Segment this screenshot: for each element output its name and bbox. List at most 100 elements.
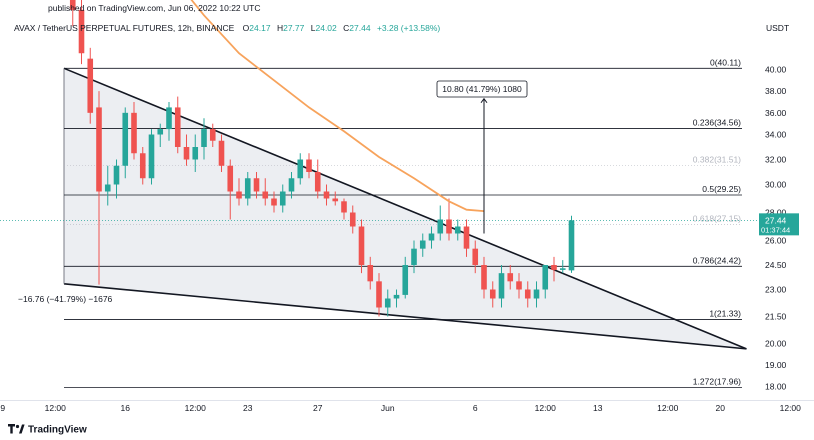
candle-body-8 [131, 112, 137, 154]
candle-body-16 [201, 129, 207, 147]
candle-body-41 [419, 240, 426, 249]
y-tick-2: 36.00 [765, 108, 787, 118]
candle-body-52 [516, 281, 522, 290]
y-tick-7: 26.00 [765, 236, 787, 246]
candle-body-2 [78, 9, 85, 54]
x-tick-2: 16 [121, 403, 131, 413]
ema-layer [190, 0, 485, 212]
candle-body-27 [297, 159, 304, 179]
candle-body-13 [174, 107, 181, 147]
current-price-value: 27.44 [765, 215, 787, 225]
candle-body-6 [113, 165, 120, 185]
fib-label-0: 0(40.11) [710, 57, 741, 67]
candle-body-26 [288, 178, 295, 192]
y-tick-3: 34.00 [765, 130, 787, 140]
fib-label-3: 0.5(29.25) [702, 184, 741, 194]
candle-body-48 [481, 265, 487, 290]
fib-label-7: 1.272(17.96) [693, 376, 741, 386]
y-tick-0: 40.00 [765, 65, 787, 75]
candle-body-34 [358, 226, 365, 265]
candle-body-12 [166, 107, 172, 130]
candle-body-51 [507, 273, 514, 282]
y-tick-9: 23.00 [765, 285, 787, 295]
candle-body-37 [384, 298, 391, 308]
candle-body-54 [533, 289, 540, 299]
candle-body-46 [463, 226, 470, 249]
candle-body-32 [341, 201, 347, 213]
wedge-lower-trendline [63, 282, 747, 350]
candle-body-9 [139, 153, 146, 179]
candle-body-24 [271, 198, 277, 206]
fib-label-4: 0.618(27.15) [693, 213, 741, 223]
candle-body-57 [559, 268, 566, 270]
candle-body-29 [314, 172, 321, 192]
candle-body-21 [244, 178, 251, 199]
candle-body-40 [411, 248, 417, 265]
candle-body-10 [148, 134, 155, 179]
x-tick-12: 12:00 [780, 403, 802, 413]
y-tick-10: 21.50 [765, 312, 787, 322]
time-axis[interactable]: 9 12:00 16 12:00 23 27 Jun 6 12:00 13 12:00 20 12:00 [0, 400, 814, 414]
candle-body-22 [253, 178, 260, 192]
y-tick-12: 19.00 [765, 360, 787, 370]
x-tick-5: 27 [313, 403, 323, 413]
candle-body-38 [393, 294, 400, 299]
price-axis[interactable]: 40.00 38.00 36.00 34.00 32.00 30.00 28.00 26.00… [759, 65, 799, 392]
candle-body-7 [122, 112, 129, 166]
x-tick-9: 13 [593, 403, 603, 413]
x-tick-8: 12:00 [535, 403, 557, 413]
y-tick-1: 38.00 [765, 86, 787, 96]
candle-body-4 [96, 107, 102, 192]
candle-body-49 [489, 289, 496, 299]
fib-label-6: 1(21.33) [709, 309, 741, 319]
candle-body-53 [524, 289, 531, 299]
candle-body-47 [472, 248, 479, 265]
ema-line [190, 0, 485, 212]
candle-body-15 [192, 147, 199, 160]
fib-levels: 0(40.11) 0.236(34.56) 0.382(31.51) 0.5(29.2… [0, 57, 758, 388]
measure-up-label: 10.80 (41.79%) 1080 [442, 84, 522, 94]
high-label: H [277, 23, 283, 33]
candle-body-28 [306, 159, 312, 172]
currency-label: USDT [766, 23, 789, 33]
high-value: 27.77 [283, 23, 305, 33]
candle-body-3 [87, 58, 94, 113]
candle-body-56 [551, 265, 557, 270]
x-tick-0: 9 [0, 403, 5, 413]
x-tick-3: 12:00 [185, 403, 207, 413]
fib-label-1: 0.236(34.56) [693, 117, 741, 127]
x-tick-6: Jun [381, 403, 395, 413]
open-label: O [243, 23, 250, 33]
x-tick-4: 23 [243, 403, 253, 413]
x-tick-11: 20 [716, 403, 726, 413]
fib-label-2: 0.382(31.51) [693, 155, 741, 165]
candle-body-11 [157, 129, 164, 135]
candle-body-58 [568, 220, 575, 271]
close-value: 27.44 [349, 23, 371, 33]
x-tick-1: 12:00 [45, 403, 67, 413]
candle-body-42 [428, 233, 435, 241]
symbol-title: AVAX / TetherUS PERPETUAL FUTURES, 12h, … [14, 23, 235, 33]
candle-body-18 [218, 140, 225, 166]
y-tick-11: 20.00 [765, 339, 787, 349]
candle-body-20 [236, 191, 242, 199]
tradingview-logo[interactable]: TradingView [7, 424, 87, 436]
low-value: 24.02 [315, 23, 337, 33]
candle-body-44 [446, 219, 452, 234]
close-label: C [343, 23, 349, 33]
y-tick-5: 30.00 [765, 180, 787, 190]
published-note: published on TradingView.com, Jun 06, 20… [48, 3, 260, 13]
candle-body-45 [454, 226, 461, 234]
change-value: +3.28 (+13.58%) [377, 23, 440, 33]
candle-body-1 [69, 0, 76, 10]
open-value: 24.17 [249, 23, 271, 33]
tradingview-logo-icon [7, 424, 25, 434]
measure-up-arrow-head [480, 97, 488, 104]
candle-body-39 [402, 265, 409, 295]
measure-layer: 10.80 (41.79%) 1080 −16.76 (−41.79%) −167… [18, 80, 528, 304]
candle-body-35 [367, 265, 374, 282]
ohlc-legend: AVAX / TetherUS PERPETUAL FUTURES, 12h, … [14, 23, 440, 33]
y-tick-4: 32.00 [765, 155, 787, 165]
y-tick-8: 24.50 [765, 260, 787, 270]
